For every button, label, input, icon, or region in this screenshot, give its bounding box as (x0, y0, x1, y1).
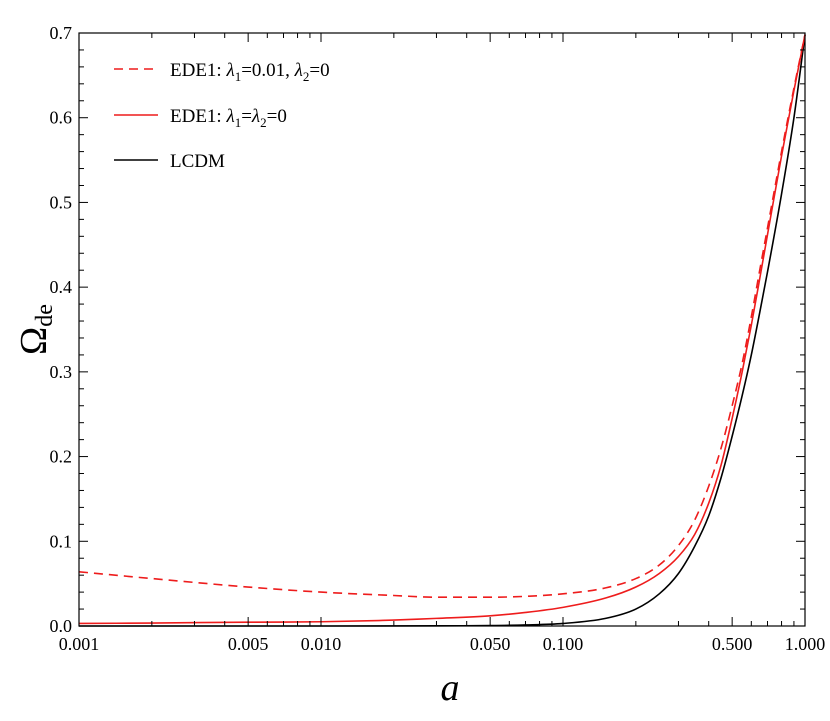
plot-frame (78, 32, 806, 627)
y-tick-label: 0.3 (50, 362, 73, 382)
y-tick-label: 0.0 (50, 616, 73, 636)
x-axis-title: a (441, 667, 460, 709)
series-line-2 (78, 34, 806, 625)
x-tick-label: 0.050 (470, 634, 511, 654)
y-tick-label: 0.7 (50, 23, 73, 43)
y-tick-label: 0.6 (50, 108, 73, 128)
y-tick-label: 0.5 (50, 192, 73, 212)
legend-label-part: EDE1: (170, 60, 226, 81)
y-axis-title-sub: de (32, 304, 58, 327)
legend-label-part: 2 (260, 115, 267, 130)
legend-label-1: EDE1: λ1=0.01, λ2=0 (170, 60, 330, 84)
legend-label-part: λ (225, 106, 234, 127)
x-tick-label: 0.500 (712, 634, 753, 654)
legend-label-part: λ (225, 60, 234, 81)
ticks-layer: 0.001 0.005 0.010 0.050 0.100 0.500 1.000 0.0 0.… (50, 23, 826, 654)
legend-label-part: EDE1: (170, 106, 226, 127)
legend-label-part: =0 (267, 106, 287, 127)
legend-label-part: = (241, 106, 252, 127)
legend-label-part: 1 (235, 69, 242, 84)
legend-label-part: λ (294, 60, 303, 81)
legend-label-part: LCDM (170, 151, 225, 172)
y-tick-label: 0.1 (50, 531, 73, 551)
legend-label-part: 2 (303, 69, 310, 84)
legend-label-part: λ (251, 106, 260, 127)
y-axis-title: Ωde (13, 304, 58, 355)
legend-label-2: EDE1: λ1=λ2=0 (170, 106, 287, 130)
legend-label-3: LCDM (170, 151, 225, 172)
y-axis-title-main: Ω (13, 327, 55, 355)
x-tick-label: 1.000 (785, 634, 826, 654)
y-tick-label: 0.2 (50, 447, 73, 467)
x-tick-label: 0.001 (59, 634, 100, 654)
legend-label-part: 1 (235, 115, 242, 130)
x-tick-label: 0.005 (228, 634, 269, 654)
x-tick-label: 0.010 (301, 634, 342, 654)
y-tick-label: 0.4 (50, 277, 73, 297)
x-tick-label: 0.100 (543, 634, 584, 654)
legend-label-part: =0.01, (241, 60, 294, 81)
legend-label-part: =0 (309, 60, 329, 81)
